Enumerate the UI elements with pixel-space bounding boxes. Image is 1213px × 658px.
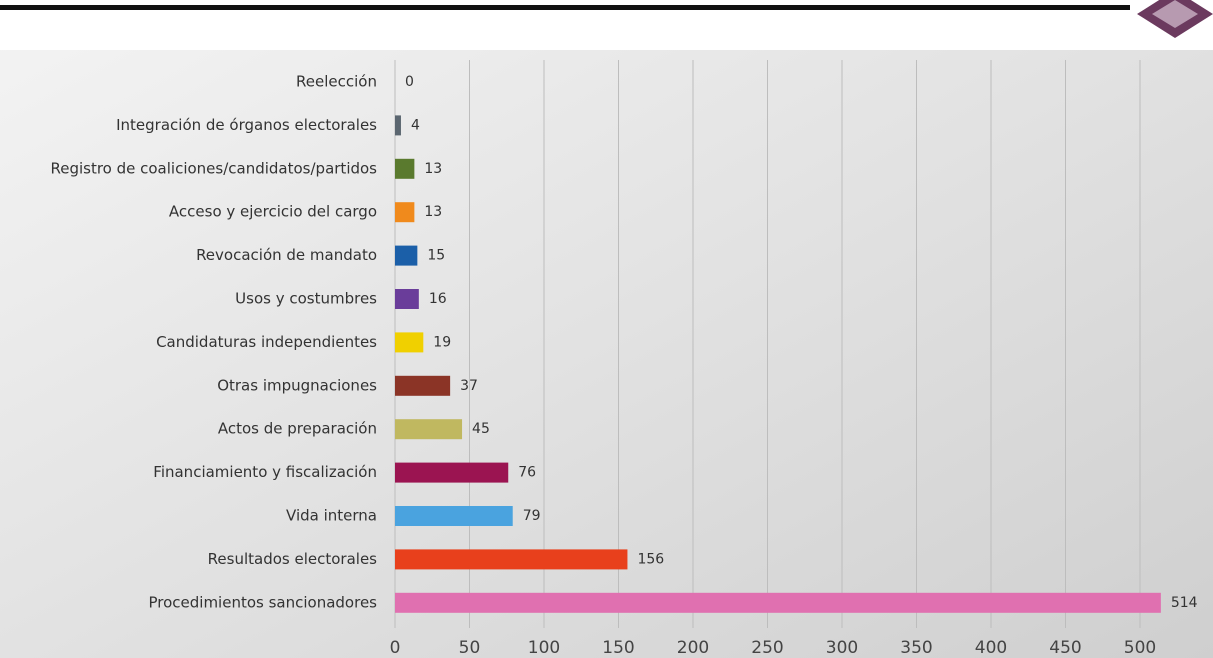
x-tick-label: 100: [528, 638, 560, 658]
bar: [395, 419, 463, 440]
x-tick-label: 150: [602, 638, 634, 658]
x-tick-label: 0: [390, 638, 401, 658]
bar: [395, 332, 424, 353]
logo-inner: [1152, 0, 1198, 28]
top-rule: [0, 5, 1130, 10]
value-label: 514: [1171, 595, 1198, 611]
y-tick-label: Resultados electorales: [208, 550, 378, 568]
bar: [395, 289, 419, 309]
value-label: 15: [427, 248, 445, 264]
x-tick-label: 300: [826, 638, 858, 658]
bar: [395, 245, 418, 266]
y-tick-label: Financiamiento y fiscalización: [153, 463, 377, 481]
y-tick-label: Revocación de mandato: [196, 246, 377, 264]
bar: [395, 462, 509, 483]
y-tick-label: Usos y costumbres: [235, 290, 377, 308]
value-label: 16: [429, 291, 447, 307]
value-label: 19: [433, 334, 451, 350]
value-label: 13: [424, 161, 442, 177]
bar: [395, 506, 513, 526]
y-tick-label: Procedimientos sancionadores: [148, 593, 377, 611]
y-tick-label: Otras impugnaciones: [217, 376, 377, 394]
y-tick-label: Acceso y ejercicio del cargo: [169, 203, 377, 221]
value-label: 156: [637, 551, 664, 567]
value-label: 37: [460, 378, 478, 394]
bar: [395, 375, 451, 396]
value-label: 13: [424, 204, 442, 220]
y-tick-label: Registro de coaliciones/candidatos/parti…: [50, 159, 377, 177]
bar: [395, 592, 1161, 613]
y-tick-label: Vida interna: [286, 507, 377, 525]
y-tick-label: Actos de preparación: [218, 420, 377, 438]
bar: [395, 158, 415, 179]
x-tick-label: 350: [900, 638, 932, 658]
y-tick-label: Integración de órganos electorales: [116, 116, 377, 134]
y-tick-label: Reelección: [296, 73, 377, 91]
value-label: 4: [411, 117, 420, 133]
x-tick-label: 200: [677, 638, 709, 658]
y-tick-label: Candidaturas independientes: [156, 333, 377, 351]
x-tick-label: 50: [459, 638, 481, 658]
value-label: 45: [472, 421, 490, 437]
value-label: 0: [405, 74, 414, 90]
x-tick-label: 500: [1124, 638, 1156, 658]
value-label: 79: [523, 508, 541, 524]
x-tick-label: 450: [1049, 638, 1081, 658]
bar: [395, 115, 401, 136]
x-tick-label: 400: [975, 638, 1007, 658]
x-tick-label: 250: [751, 638, 783, 658]
value-label: 76: [518, 465, 536, 481]
bar: [395, 202, 415, 223]
bar: [395, 549, 628, 570]
